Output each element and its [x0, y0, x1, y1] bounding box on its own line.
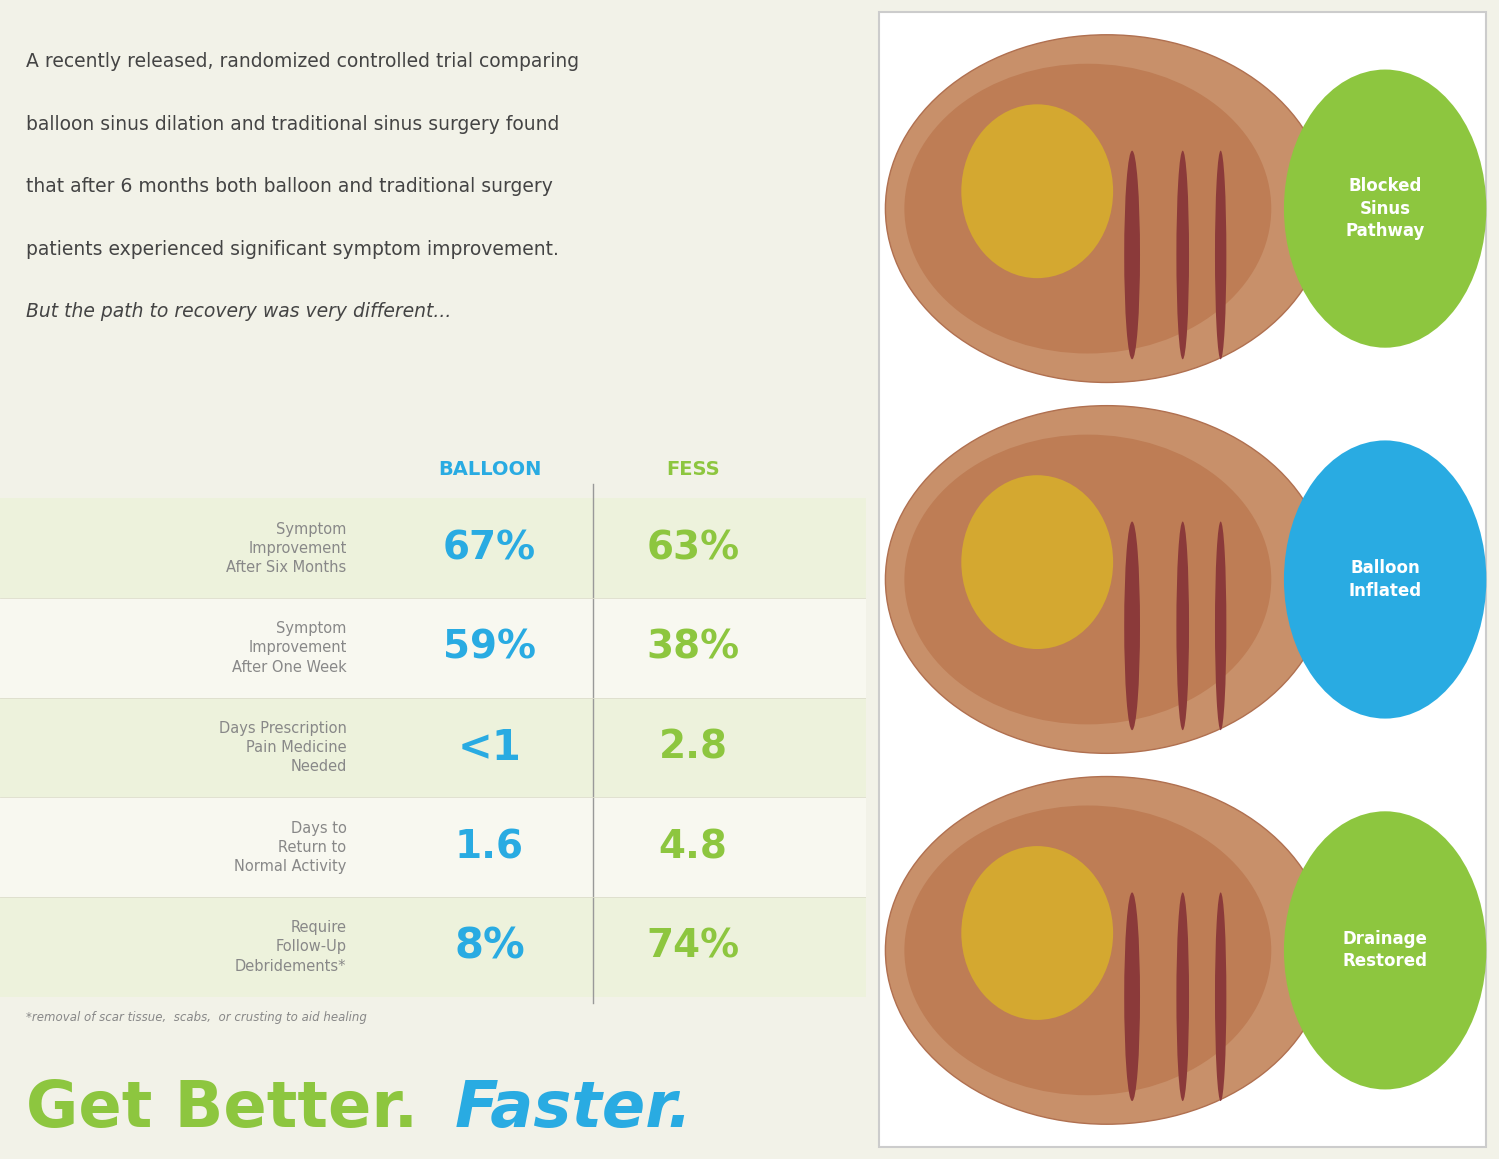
Text: 74%: 74% — [646, 928, 739, 965]
Text: Require
Follow-Up
Debridements*: Require Follow-Up Debridements* — [235, 920, 346, 974]
FancyBboxPatch shape — [0, 598, 866, 698]
Text: *removal of scar tissue,  scabs,  or crusting to aid healing: *removal of scar tissue, scabs, or crust… — [25, 1011, 367, 1023]
Text: A recently released, randomized controlled trial comparing: A recently released, randomized controll… — [25, 52, 579, 71]
Text: 63%: 63% — [646, 530, 739, 567]
Ellipse shape — [961, 104, 1114, 278]
Ellipse shape — [1216, 892, 1226, 1101]
FancyBboxPatch shape — [0, 897, 866, 997]
FancyBboxPatch shape — [878, 12, 1487, 1147]
Text: Drainage
Restored: Drainage Restored — [1343, 931, 1427, 970]
Text: 4.8: 4.8 — [658, 829, 727, 866]
Text: patients experienced significant symptom improvement.: patients experienced significant symptom… — [25, 240, 559, 258]
Text: Faster.: Faster. — [454, 1078, 693, 1140]
Ellipse shape — [904, 806, 1271, 1095]
Ellipse shape — [1177, 151, 1189, 359]
FancyBboxPatch shape — [0, 797, 866, 897]
Ellipse shape — [961, 475, 1114, 649]
Text: 67%: 67% — [444, 530, 537, 567]
Ellipse shape — [1216, 522, 1226, 730]
Text: BALLOON: BALLOON — [438, 460, 541, 479]
Text: Blocked
Sinus
Pathway: Blocked Sinus Pathway — [1346, 177, 1426, 240]
Ellipse shape — [961, 846, 1114, 1020]
Text: 1.6: 1.6 — [456, 829, 525, 866]
Text: that after 6 months both balloon and traditional surgery: that after 6 months both balloon and tra… — [25, 177, 553, 196]
Text: FESS: FESS — [667, 460, 720, 479]
Ellipse shape — [886, 35, 1328, 382]
Text: Days Prescription
Pain Medicine
Needed: Days Prescription Pain Medicine Needed — [219, 721, 346, 774]
Ellipse shape — [1216, 151, 1226, 359]
Text: Symptom
Improvement
After One Week: Symptom Improvement After One Week — [232, 621, 346, 675]
Text: Days to
Return to
Normal Activity: Days to Return to Normal Activity — [234, 821, 346, 874]
Ellipse shape — [1124, 522, 1141, 730]
Text: 8%: 8% — [454, 926, 525, 968]
Ellipse shape — [1177, 522, 1189, 730]
Ellipse shape — [904, 64, 1271, 353]
Text: But the path to recovery was very different...: But the path to recovery was very differ… — [25, 302, 451, 321]
Text: balloon sinus dilation and traditional sinus surgery found: balloon sinus dilation and traditional s… — [25, 115, 559, 133]
Ellipse shape — [1124, 151, 1141, 359]
Text: 38%: 38% — [646, 629, 739, 666]
Ellipse shape — [1285, 811, 1487, 1089]
Text: Symptom
Improvement
After Six Months: Symptom Improvement After Six Months — [226, 522, 346, 575]
Ellipse shape — [1285, 70, 1487, 348]
Ellipse shape — [1285, 440, 1487, 719]
FancyBboxPatch shape — [0, 498, 866, 598]
FancyBboxPatch shape — [0, 698, 866, 797]
Text: Balloon
Inflated: Balloon Inflated — [1349, 560, 1421, 599]
Ellipse shape — [886, 406, 1328, 753]
Ellipse shape — [1124, 892, 1141, 1101]
Ellipse shape — [1177, 892, 1189, 1101]
Ellipse shape — [886, 777, 1328, 1124]
Ellipse shape — [904, 435, 1271, 724]
Text: 59%: 59% — [444, 629, 537, 666]
Text: Get Better.: Get Better. — [25, 1078, 418, 1140]
Text: <1: <1 — [457, 727, 522, 768]
Text: 2.8: 2.8 — [658, 729, 727, 766]
